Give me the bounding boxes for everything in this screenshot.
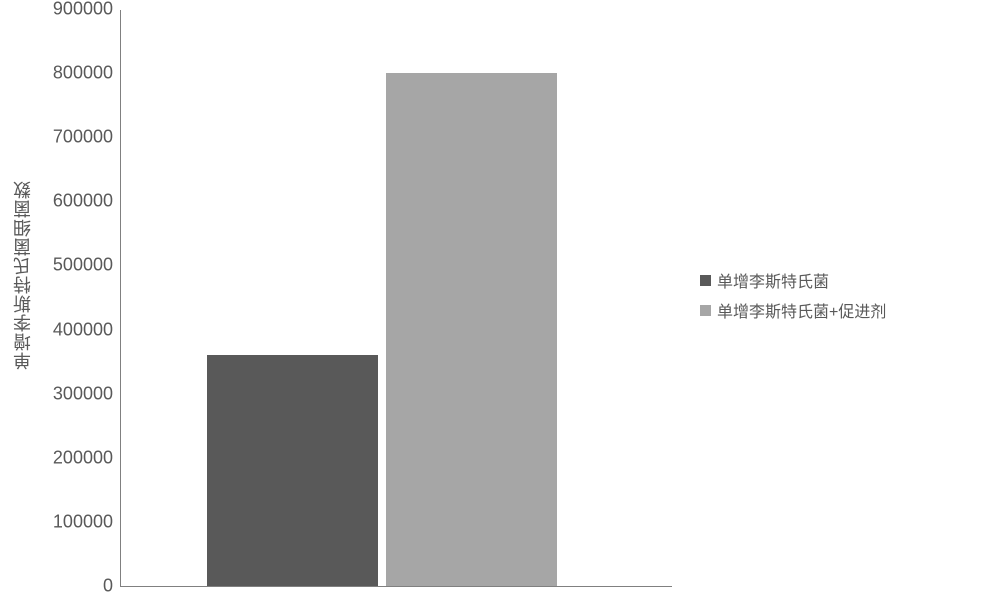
legend-swatch-icon bbox=[700, 275, 711, 286]
y-tick-label: 200000 bbox=[53, 447, 121, 468]
y-tick-label: 800000 bbox=[53, 63, 121, 84]
y-tick-label: 600000 bbox=[53, 191, 121, 212]
legend-item: 单增李斯特氏菌+促进剂 bbox=[700, 298, 886, 322]
y-tick-label: 400000 bbox=[53, 319, 121, 340]
y-axis-title: 单增李斯特氏菌细菌数 bbox=[10, 180, 36, 370]
legend: 单增李斯特氏菌 单增李斯特氏菌+促进剂 bbox=[700, 268, 886, 328]
legend-item: 单增李斯特氏菌 bbox=[700, 268, 886, 292]
y-tick-label: 0 bbox=[103, 576, 121, 597]
bar-series-1 bbox=[207, 355, 378, 586]
y-tick-label: 700000 bbox=[53, 127, 121, 148]
y-tick-label: 100000 bbox=[53, 511, 121, 532]
y-tick-label: 300000 bbox=[53, 383, 121, 404]
bar-series-2 bbox=[386, 73, 557, 586]
plot-area: 0 100000 200000 300000 400000 500000 600… bbox=[120, 10, 672, 587]
legend-swatch-icon bbox=[700, 305, 711, 316]
legend-label: 单增李斯特氏菌 bbox=[717, 268, 829, 292]
y-tick-label: 900000 bbox=[53, 0, 121, 20]
legend-label: 单增李斯特氏菌+促进剂 bbox=[717, 298, 886, 322]
bar-chart: 单增李斯特氏菌细菌数 0 100000 200000 300000 400000… bbox=[0, 0, 1000, 613]
y-tick-label: 500000 bbox=[53, 255, 121, 276]
